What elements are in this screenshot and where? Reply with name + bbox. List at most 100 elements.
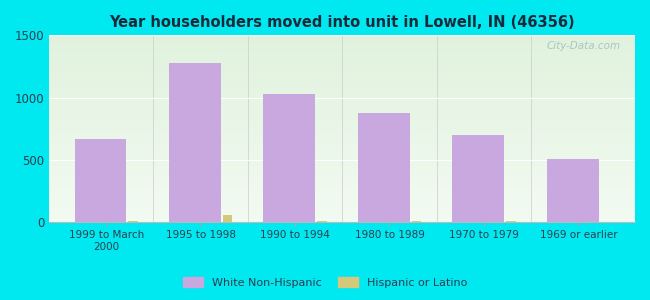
- Bar: [49, 46, 635, 48]
- Bar: [49, 88, 635, 89]
- Bar: [547, 159, 599, 222]
- Bar: [49, 196, 635, 198]
- Bar: [506, 221, 515, 222]
- Bar: [317, 221, 327, 222]
- Bar: [49, 95, 635, 97]
- Bar: [49, 129, 635, 130]
- Bar: [49, 61, 635, 63]
- Bar: [49, 108, 635, 110]
- Bar: [49, 89, 635, 92]
- Bar: [49, 198, 635, 200]
- Bar: [49, 164, 635, 166]
- Bar: [49, 76, 635, 78]
- Bar: [49, 177, 635, 179]
- Bar: [49, 116, 635, 118]
- Bar: [49, 121, 635, 123]
- Bar: [49, 203, 635, 205]
- Bar: [49, 65, 635, 67]
- Bar: [49, 92, 635, 93]
- Bar: [49, 149, 635, 151]
- Bar: [49, 160, 635, 162]
- Bar: [49, 192, 635, 194]
- Bar: [358, 112, 410, 222]
- Bar: [49, 56, 635, 58]
- Bar: [49, 168, 635, 170]
- Bar: [49, 213, 635, 214]
- Bar: [49, 146, 635, 147]
- Bar: [49, 104, 635, 106]
- Bar: [49, 118, 635, 119]
- Bar: [49, 202, 635, 203]
- Bar: [49, 71, 635, 73]
- Bar: [49, 142, 635, 144]
- Bar: [49, 217, 635, 218]
- Bar: [49, 181, 635, 183]
- Bar: [49, 73, 635, 74]
- Bar: [49, 127, 635, 129]
- Bar: [49, 179, 635, 181]
- Bar: [49, 190, 635, 192]
- Bar: [49, 134, 635, 136]
- Bar: [49, 162, 635, 164]
- Bar: [411, 221, 421, 222]
- Bar: [49, 125, 635, 127]
- Bar: [49, 41, 635, 43]
- Bar: [49, 157, 635, 159]
- Bar: [49, 78, 635, 80]
- Bar: [75, 139, 127, 222]
- Bar: [49, 155, 635, 157]
- Bar: [49, 39, 635, 41]
- Bar: [49, 176, 635, 177]
- Bar: [49, 86, 635, 88]
- Bar: [49, 74, 635, 77]
- Bar: [49, 188, 635, 190]
- Bar: [49, 138, 635, 140]
- Bar: [452, 135, 504, 222]
- Bar: [49, 97, 635, 99]
- Bar: [49, 63, 635, 65]
- Bar: [49, 50, 635, 52]
- Bar: [49, 220, 635, 222]
- Bar: [49, 147, 635, 149]
- Bar: [49, 60, 635, 61]
- Bar: [49, 214, 635, 217]
- Bar: [49, 106, 635, 108]
- Bar: [49, 58, 635, 60]
- Legend: White Non-Hispanic, Hispanic or Latino: White Non-Hispanic, Hispanic or Latino: [179, 274, 471, 291]
- Bar: [49, 207, 635, 209]
- Bar: [49, 101, 635, 103]
- Bar: [49, 114, 635, 116]
- Bar: [49, 183, 635, 185]
- Bar: [49, 93, 635, 95]
- Bar: [49, 103, 635, 104]
- Bar: [49, 194, 635, 196]
- Bar: [49, 37, 635, 39]
- Bar: [49, 52, 635, 54]
- Bar: [49, 67, 635, 69]
- Bar: [49, 112, 635, 114]
- Bar: [49, 144, 635, 146]
- Bar: [49, 172, 635, 173]
- Bar: [49, 43, 635, 45]
- Bar: [49, 84, 635, 86]
- Title: Year householders moved into unit in Lowell, IN (46356): Year householders moved into unit in Low…: [109, 15, 575, 30]
- Bar: [49, 119, 635, 121]
- Bar: [49, 159, 635, 161]
- Bar: [49, 151, 635, 153]
- Bar: [49, 82, 635, 84]
- Bar: [49, 80, 635, 82]
- Bar: [49, 35, 635, 37]
- Bar: [49, 132, 635, 134]
- Bar: [49, 140, 635, 142]
- Bar: [223, 214, 232, 222]
- Bar: [49, 205, 635, 207]
- Bar: [49, 153, 635, 155]
- Bar: [49, 209, 635, 211]
- Bar: [49, 54, 635, 56]
- Bar: [169, 63, 221, 222]
- Bar: [49, 187, 635, 188]
- Bar: [49, 130, 635, 132]
- Bar: [49, 123, 635, 125]
- Text: City-Data.com: City-Data.com: [546, 41, 620, 51]
- Bar: [49, 185, 635, 187]
